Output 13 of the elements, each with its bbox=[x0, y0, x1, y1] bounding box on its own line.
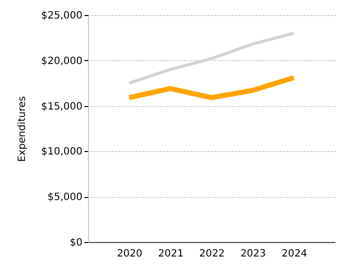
line-series bbox=[128, 32, 296, 85]
y-tick-label: $5,000 bbox=[48, 192, 82, 204]
y-tick-label: $15,000 bbox=[41, 101, 82, 112]
x-tick-label: 2020 bbox=[116, 248, 142, 260]
y-axis-title: Expenditures bbox=[17, 96, 28, 162]
y-tick-label: $20,000 bbox=[41, 56, 82, 67]
y-tick-label: $10,000 bbox=[41, 146, 82, 158]
y-tick-label: $0 bbox=[70, 238, 82, 248]
x-tick-label: 2021 bbox=[158, 248, 184, 260]
x-tick-label: 2022 bbox=[199, 248, 225, 260]
x-tick-label: 2024 bbox=[282, 248, 308, 260]
y-tick-label: $25,000 bbox=[41, 10, 82, 22]
x-tick-label: 2023 bbox=[240, 248, 266, 260]
